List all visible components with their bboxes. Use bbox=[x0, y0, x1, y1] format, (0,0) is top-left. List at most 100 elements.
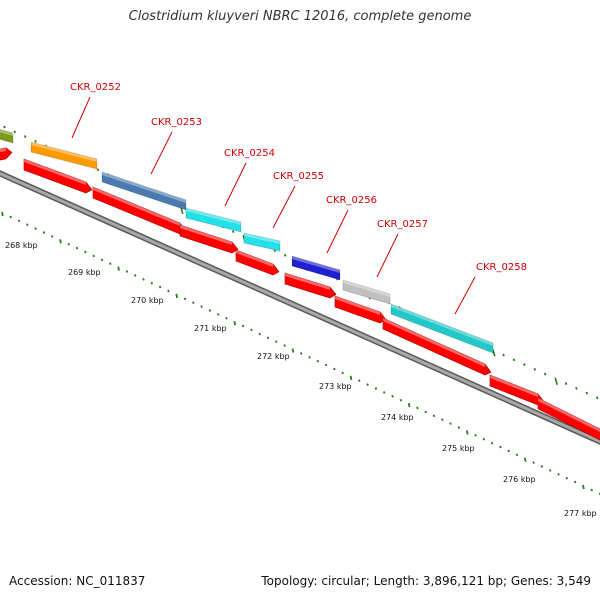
gene-leader-line bbox=[224, 162, 247, 207]
tick-mark bbox=[424, 410, 427, 414]
tick-mark bbox=[490, 441, 494, 445]
tick-mark bbox=[399, 398, 403, 402]
gene-bar bbox=[185, 207, 242, 233]
tick-mark bbox=[341, 371, 344, 375]
gene-leader-line bbox=[376, 233, 399, 278]
gene-bar-highlight bbox=[292, 256, 340, 273]
tick-mark bbox=[275, 340, 278, 344]
tick-mark bbox=[9, 215, 12, 219]
tick-mark bbox=[391, 394, 394, 398]
tick-mark bbox=[231, 230, 235, 234]
tick-mark bbox=[407, 402, 411, 408]
gene-leader-line bbox=[71, 96, 91, 139]
tick-mark bbox=[432, 414, 436, 418]
gene-bar-highlight bbox=[186, 208, 241, 225]
tick-mark bbox=[125, 270, 129, 273]
kbp-label: 277 kbp bbox=[564, 509, 597, 518]
tick-mark bbox=[308, 355, 311, 359]
gene-bar-highlight bbox=[391, 304, 493, 346]
tick-mark bbox=[13, 130, 17, 134]
tick-mark bbox=[573, 480, 577, 484]
gene-bar-highlight bbox=[343, 280, 390, 297]
tick-mark bbox=[523, 363, 526, 367]
tick-mark bbox=[449, 422, 452, 425]
tick-mark bbox=[492, 349, 496, 357]
tick-mark bbox=[366, 383, 369, 386]
map-title: Clostridium kluyveri NBRC 12016, complet… bbox=[128, 9, 472, 24]
gene-label: CKR_0256 bbox=[326, 195, 377, 206]
cds-arrow bbox=[284, 272, 337, 299]
cds-strand bbox=[0, 147, 600, 441]
gene-leader-line bbox=[150, 131, 173, 175]
gene-labels: CKR_0252 CKR_0253 CKR_0254 CKR_0255 CKR_0256… bbox=[70, 82, 527, 315]
tick-mark bbox=[258, 332, 261, 336]
tick-mark bbox=[150, 281, 154, 285]
tick-mark bbox=[117, 266, 120, 271]
tick-mark bbox=[233, 321, 237, 326]
inner-tick-marks bbox=[1, 211, 600, 496]
gene-leader-line bbox=[326, 209, 349, 254]
cds-arrow-highlight bbox=[490, 375, 538, 397]
tick-mark bbox=[26, 223, 29, 227]
cds-arrow bbox=[23, 158, 93, 194]
tick-mark bbox=[374, 387, 378, 390]
gene-label: CKR_0258 bbox=[476, 262, 527, 273]
tick-mark bbox=[42, 231, 46, 234]
tick-mark bbox=[349, 375, 353, 380]
gene-leader-line bbox=[454, 276, 476, 315]
tick-mark bbox=[133, 274, 137, 277]
tick-mark bbox=[100, 258, 104, 262]
cds-arrow bbox=[179, 224, 239, 254]
tick-mark bbox=[23, 135, 27, 139]
gene-label: CKR_0254 bbox=[224, 148, 275, 159]
cds-arrow-highlight bbox=[383, 318, 485, 367]
tick-mark bbox=[532, 461, 535, 464]
kbp-label: 270 kbp bbox=[131, 296, 164, 305]
gene-bar-highlight bbox=[31, 142, 97, 162]
cds-arrow bbox=[235, 249, 280, 276]
genome-summary: Topology: circular; Length: 3,896,121 bp… bbox=[261, 574, 591, 588]
gene-bar-highlight bbox=[102, 172, 186, 203]
kbp-label: 273 kbp bbox=[319, 382, 352, 391]
cds-arrow-highlight bbox=[0, 148, 6, 153]
gene-bar-highlight bbox=[244, 233, 280, 244]
tick-mark bbox=[34, 139, 37, 143]
tick-mark bbox=[92, 254, 95, 258]
gene-leader-line bbox=[272, 185, 296, 229]
tick-mark bbox=[250, 328, 253, 332]
tick-mark bbox=[291, 348, 295, 353]
cds-arrow bbox=[0, 147, 13, 161]
kbp-label: 274 kbp bbox=[381, 413, 414, 422]
gene-features bbox=[0, 129, 494, 354]
tick-mark bbox=[17, 219, 21, 223]
tick-mark bbox=[283, 344, 286, 347]
tick-mark bbox=[84, 250, 87, 254]
cds-arrow-highlight bbox=[236, 250, 273, 267]
kbp-labels: 268 kbp 269 kbp 270 kbp 271 kbp 272 kbp 273 k… bbox=[5, 241, 597, 518]
tick-mark bbox=[515, 453, 519, 457]
tick-mark bbox=[582, 484, 585, 490]
tick-mark bbox=[564, 382, 568, 386]
tick-mark bbox=[192, 301, 195, 305]
tick-mark bbox=[273, 249, 277, 253]
kbp-label: 269 kbp bbox=[68, 268, 101, 277]
tick-mark bbox=[75, 246, 79, 250]
kbp-label: 268 kbp bbox=[5, 241, 38, 250]
tick-mark bbox=[507, 449, 510, 453]
gene-label: CKR_0252 bbox=[70, 82, 121, 93]
gene-label: CKR_0253 bbox=[151, 117, 202, 128]
tick-mark bbox=[299, 352, 303, 355]
tick-mark bbox=[548, 469, 552, 472]
tick-mark bbox=[540, 465, 544, 468]
tick-mark bbox=[358, 379, 361, 383]
gene-bar bbox=[390, 303, 494, 354]
tick-mark bbox=[533, 367, 537, 371]
tick-mark bbox=[208, 309, 212, 312]
kbp-label: 271 kbp bbox=[194, 324, 227, 333]
tick-mark bbox=[441, 418, 444, 422]
tick-mark bbox=[524, 457, 527, 462]
tick-mark bbox=[316, 359, 320, 363]
kbp-label: 272 kbp bbox=[257, 352, 290, 361]
cds-arrow-highlight bbox=[180, 225, 232, 245]
